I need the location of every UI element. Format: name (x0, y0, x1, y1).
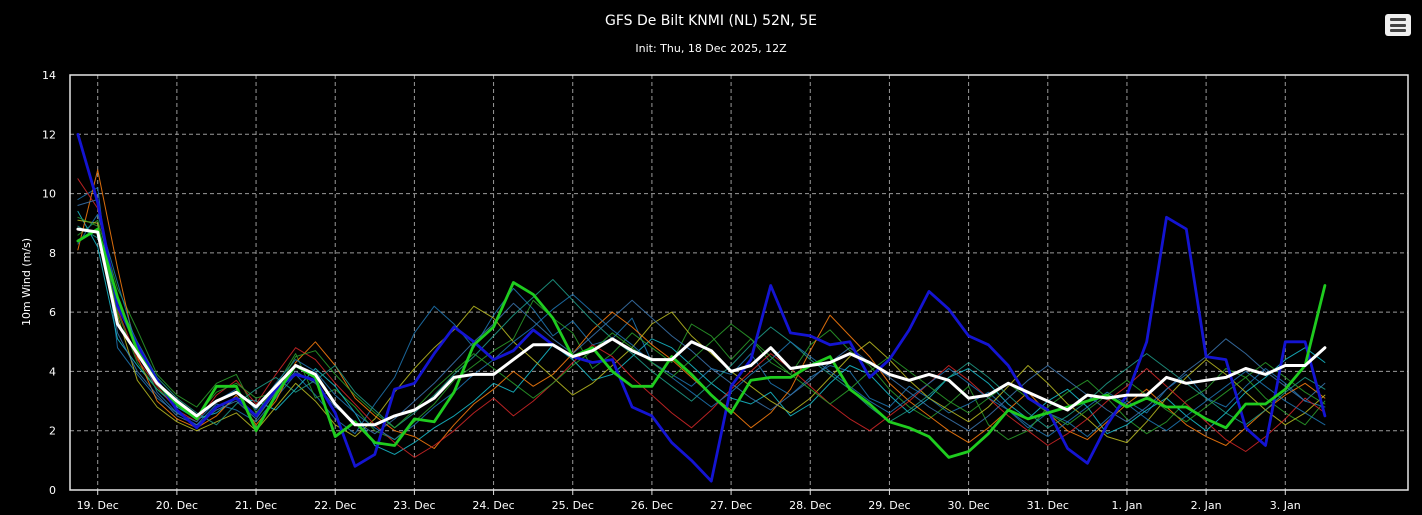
x-tick-label: 25. Dec (552, 499, 594, 512)
grid-lines (70, 75, 1408, 490)
y-tick-label: 12 (42, 128, 56, 141)
x-tick-label: 26. Dec (631, 499, 673, 512)
y-tick-label: 6 (49, 306, 56, 319)
y-tick-label: 10 (42, 188, 56, 201)
x-tick-label: 3. Jan (1270, 499, 1301, 512)
control-run-line (76, 227, 1327, 459)
y-tick-label: 8 (49, 247, 56, 260)
x-tick-label: 20. Dec (156, 499, 198, 512)
x-tick-label: 28. Dec (789, 499, 831, 512)
y-tick-label: 0 (49, 484, 56, 497)
y-tick-label: 2 (49, 425, 56, 438)
axes: 0 2 4 6 8 10 12 14 19. Dec 20. Dec 21. Dec 22. Dec 2… (42, 69, 1409, 512)
chart-menu-button[interactable] (1385, 14, 1411, 36)
y-tick-label: 14 (42, 69, 56, 82)
x-tick-label: 21. Dec (235, 499, 277, 512)
ensemble-member-line (77, 225, 1326, 429)
x-tick-label: 29. Dec (868, 499, 910, 512)
x-tick-label: 19. Dec (77, 499, 119, 512)
chart-title: GFS De Bilt KNMI (NL) 52N, 5E (605, 13, 817, 29)
x-tick-label: 27. Dec (710, 499, 752, 512)
ensemble-member-line (77, 219, 1326, 444)
x-tick-label: 1. Jan (1111, 499, 1142, 512)
series-lines (76, 132, 1327, 483)
x-tick-label: 23. Dec (393, 499, 435, 512)
operational-run-line (76, 132, 1327, 483)
plot-frame (69, 74, 1409, 491)
x-tick-label: 22. Dec (314, 499, 356, 512)
x-tick-label: 31. Dec (1027, 499, 1069, 512)
x-tick-label: 2. Jan (1191, 499, 1222, 512)
y-axis-label: 10m Wind (m/s) (20, 238, 33, 326)
y-tick-label: 4 (49, 365, 56, 378)
ensemble-mean-line (76, 227, 1327, 427)
hamburger-icon-bar (1390, 23, 1406, 27)
ensemble-member-line (77, 210, 1326, 455)
ensemble-member-line (77, 178, 1326, 458)
x-tick-label: 30. Dec (947, 499, 989, 512)
hamburger-icon-bar (1390, 29, 1406, 32)
chart-subtitle: Init: Thu, 18 Dec 2025, 12Z (635, 42, 787, 55)
hamburger-icon (1390, 18, 1406, 21)
x-tick-label: 24. Dec (472, 499, 514, 512)
